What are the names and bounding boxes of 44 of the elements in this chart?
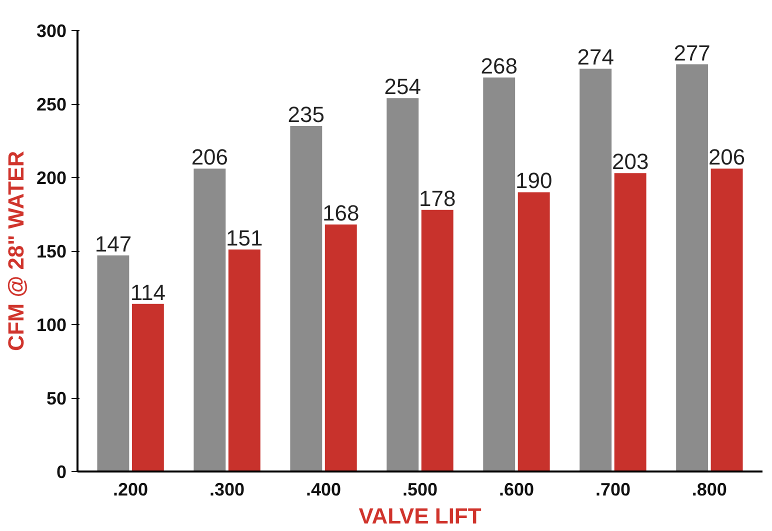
x-tick-label: .200: [113, 480, 148, 500]
data-label: 254: [384, 74, 421, 100]
data-label: 274: [577, 44, 614, 70]
bar: [676, 64, 708, 472]
bar: [580, 68, 612, 472]
x-tick-label: .300: [210, 480, 245, 500]
bar: [132, 304, 164, 472]
data-label: 206: [191, 144, 228, 170]
bar: [518, 192, 550, 472]
bar: [194, 168, 226, 472]
y-tick-label: 200: [36, 168, 67, 188]
data-label: 168: [322, 200, 360, 226]
x-axis-title: VALVE LIFT: [358, 504, 482, 528]
bar: [614, 173, 646, 472]
data-label: 277: [674, 40, 710, 66]
data-label: 235: [288, 102, 325, 128]
x-tick-label: .600: [498, 480, 534, 500]
x-tick-label: .500: [402, 480, 438, 500]
data-label: 114: [130, 280, 166, 305]
data-label: 151: [226, 226, 263, 251]
y-tick-label: 100: [36, 315, 67, 335]
data-label: 203: [612, 149, 649, 174]
x-tick-label: .800: [692, 480, 727, 500]
y-tick-label: 0: [56, 462, 67, 482]
y-axis-title: CFM @ 28" WATER: [3, 150, 28, 352]
data-label: 190: [515, 168, 552, 194]
data-label: 147: [94, 231, 132, 256]
bar: [97, 255, 130, 472]
bar: [710, 168, 743, 472]
bar: [228, 250, 260, 472]
bar: [421, 210, 454, 472]
data-label: 206: [708, 144, 746, 170]
bar: [386, 98, 419, 472]
y-tick-label: 250: [36, 94, 67, 114]
data-label: 178: [419, 186, 456, 211]
y-tick-label: 50: [46, 388, 67, 408]
bar: [324, 224, 357, 472]
bar: [290, 126, 322, 472]
x-tick-label: .400: [306, 480, 342, 500]
y-tick-label: 150: [36, 242, 67, 262]
bar: [483, 78, 516, 472]
y-tick-label: 300: [36, 21, 67, 41]
x-tick-label: .700: [595, 480, 630, 500]
data-label: 268: [480, 54, 518, 79]
